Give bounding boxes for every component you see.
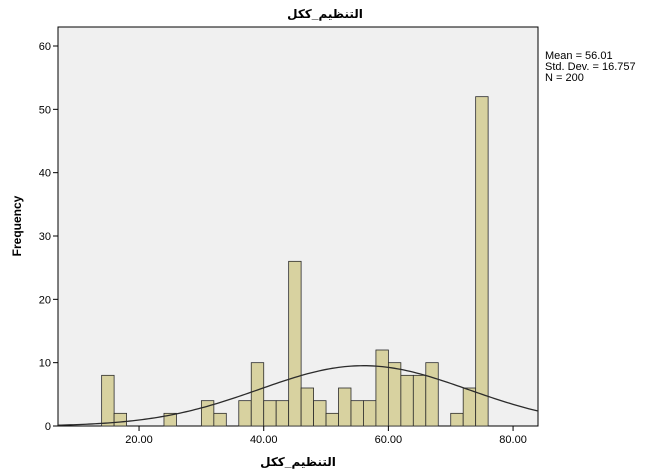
histogram-bar <box>425 362 439 427</box>
histogram-bar <box>275 400 290 427</box>
histogram-bar <box>250 362 265 427</box>
histogram-bar <box>363 400 377 427</box>
x-tick-label: 20.00 <box>125 434 153 446</box>
histogram-bar <box>288 260 302 427</box>
histogram-bar <box>375 349 389 427</box>
histogram-bar <box>213 412 227 427</box>
histogram-bar <box>300 387 314 427</box>
y-axis: 0 10 20 30 40 50 60 <box>39 41 58 433</box>
normal-curve <box>57 365 539 426</box>
histogram-bar <box>238 400 252 427</box>
y-tick-label: 10 <box>39 358 51 370</box>
stats-mean: Mean = 56.01 <box>545 50 613 62</box>
chart-title: التنظيم_ككل <box>287 7 363 21</box>
histogram-bar <box>101 374 115 427</box>
histogram-bar <box>350 400 364 427</box>
y-tick-label: 30 <box>39 231 51 243</box>
x-tick-label: 40.00 <box>250 434 278 446</box>
y-tick-label: 60 <box>39 41 51 53</box>
y-tick-label: 40 <box>39 168 51 180</box>
histogram-bar <box>313 400 327 427</box>
histogram-bar <box>263 400 277 427</box>
histogram-bar <box>387 362 402 427</box>
histogram-bar <box>475 96 489 427</box>
histogram-bar <box>450 412 464 427</box>
x-axis: 20.00 40.00 60.00 80.00 <box>125 426 527 446</box>
histogram-bar <box>113 412 127 427</box>
stats-legend: Mean = 56.01 Std. Dev. = 16.757 N = 200 <box>545 50 636 84</box>
stats-n: N = 200 <box>545 72 584 84</box>
histogram-bar <box>338 387 352 427</box>
histogram-bar <box>400 374 414 427</box>
histogram-bar <box>462 387 477 427</box>
y-axis-label: Frequency <box>10 195 24 256</box>
y-tick-label: 20 <box>39 294 51 306</box>
x-axis-label: التنظيم_ككل <box>260 455 336 469</box>
y-tick-label: 50 <box>39 104 51 116</box>
histogram-bar <box>325 412 339 427</box>
histogram-bar <box>412 374 427 427</box>
y-tick-label: 0 <box>45 421 51 433</box>
x-tick-label: 80.00 <box>499 434 527 446</box>
x-tick-label: 60.00 <box>375 434 403 446</box>
histogram-bar <box>163 412 177 427</box>
stats-std-dev: Std. Dev. = 16.757 <box>545 61 636 73</box>
